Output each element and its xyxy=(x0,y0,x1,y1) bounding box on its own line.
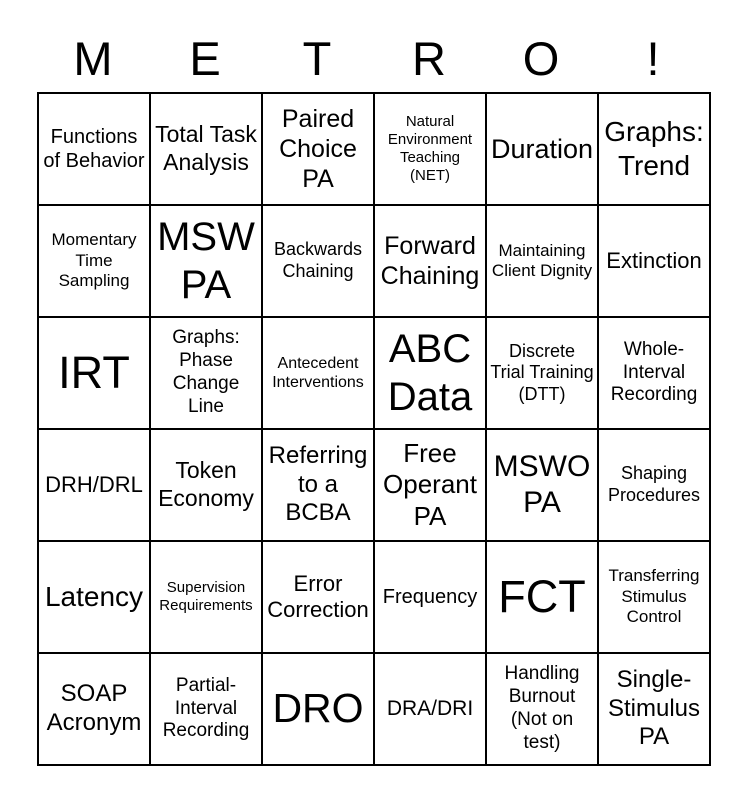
cell-label: Antecedent Interventions xyxy=(272,354,364,391)
bingo-cell-r1c4[interactable]: Natural Environment Teaching (NET) xyxy=(374,93,486,205)
cell-label: Shaping Procedures xyxy=(607,463,701,505)
bingo-cell-r5c5[interactable]: FCT xyxy=(486,541,598,653)
cell-label: IRT xyxy=(58,347,130,398)
bingo-cell-r5c1[interactable]: Latency xyxy=(38,541,150,653)
title-letter-5: O xyxy=(522,32,560,85)
cell-label: Transferring Stimulus Control xyxy=(608,566,700,627)
cell-label: Total Task Analysis xyxy=(155,121,257,175)
bingo-cell-r5c3[interactable]: Error Correction xyxy=(262,541,374,653)
cell-label: Supervision Requirements xyxy=(159,579,253,614)
cell-label: Frequency xyxy=(382,586,478,608)
bingo-cell-r2c4[interactable]: Forward Chaining xyxy=(374,205,486,317)
bingo-cell-r3c6[interactable]: Whole-Interval Recording xyxy=(598,317,710,429)
bingo-cell-r6c1[interactable]: SOAP Acronym xyxy=(38,653,150,765)
bingo-cell-r4c6[interactable]: Shaping Procedures xyxy=(598,429,710,541)
cell-label: SOAP Acronym xyxy=(46,680,142,736)
bingo-cell-r3c2[interactable]: Graphs: Phase Change Line xyxy=(150,317,262,429)
bingo-cell-r2c5[interactable]: Maintaining Client Dignity xyxy=(486,205,598,317)
title-row: M E T R O! xyxy=(37,0,709,92)
cell-label: Single-Stimulus PA xyxy=(607,665,701,751)
cell-label: Maintaining Client Dignity xyxy=(491,240,593,280)
cell-label: DRH/DRL xyxy=(45,471,143,497)
bingo-cell-r6c5[interactable]: Handling Burnout (Not on test) xyxy=(486,653,598,765)
cell-label: Error Correction xyxy=(267,570,369,622)
cell-label: Functions of Behavior xyxy=(43,126,145,172)
cell-label: Latency xyxy=(44,581,144,613)
cell-label: FCT xyxy=(498,571,586,622)
cell-label: Graphs: Trend xyxy=(604,116,704,181)
bingo-cell-r1c3[interactable]: Paired Choice PA xyxy=(262,93,374,205)
cell-label: Free Operant PA xyxy=(383,438,477,531)
bingo-cell-r1c1[interactable]: Functions of Behavior xyxy=(38,93,150,205)
bingo-cell-r4c1[interactable]: DRH/DRL xyxy=(38,429,150,541)
cell-label: Graphs: Phase Change Line xyxy=(172,327,240,417)
cell-label: Paired Choice PA xyxy=(279,105,357,193)
title-letter-1: M xyxy=(73,32,113,85)
cell-label: MSW PA xyxy=(157,215,255,307)
bingo-cell-r2c6[interactable]: Extinction xyxy=(598,205,710,317)
bingo-cell-r2c3[interactable]: Backwards Chaining xyxy=(262,205,374,317)
bingo-card: M E T R O! Functions of Behavior Total Task A… xyxy=(37,0,711,766)
cell-label: Momentary Time Sampling xyxy=(51,230,137,291)
bingo-cell-r3c4[interactable]: ABC Data xyxy=(374,317,486,429)
bingo-board: Functions of Behavior Total Task Analysis… xyxy=(37,92,711,766)
bingo-cell-r1c6[interactable]: Graphs: Trend xyxy=(598,93,710,205)
bingo-cell-r3c1[interactable]: IRT xyxy=(38,317,150,429)
bingo-cell-r4c3[interactable]: Referring to a BCBA xyxy=(262,429,374,541)
title-letter-2: E xyxy=(189,32,221,85)
bingo-cell-r5c2[interactable]: Supervision Requirements xyxy=(150,541,262,653)
bingo-cell-r3c3[interactable]: Antecedent Interventions xyxy=(262,317,374,429)
bingo-cell-r4c4[interactable]: Free Operant PA xyxy=(374,429,486,541)
bingo-cell-r4c5[interactable]: MSWO PA xyxy=(486,429,598,541)
bingo-cell-r2c2[interactable]: MSW PA xyxy=(150,205,262,317)
bingo-cell-r1c5[interactable]: Duration xyxy=(486,93,598,205)
title-letter-6: ! xyxy=(646,32,660,85)
cell-label: Extinction xyxy=(606,247,702,273)
cell-label: Backwards Chaining xyxy=(273,239,363,281)
bingo-cell-r5c4[interactable]: Frequency xyxy=(374,541,486,653)
cell-label: Duration xyxy=(490,133,594,164)
cell-label: Partial-Interval Recording xyxy=(162,674,250,742)
bingo-cell-r6c2[interactable]: Partial-Interval Recording xyxy=(150,653,262,765)
title-letter-3: T xyxy=(302,32,332,85)
cell-label: Whole-Interval Recording xyxy=(610,338,698,406)
bingo-cell-r6c4[interactable]: DRA/DRI xyxy=(374,653,486,765)
bingo-cell-r6c6[interactable]: Single-Stimulus PA xyxy=(598,653,710,765)
cell-label: DRA/DRI xyxy=(386,697,474,721)
bingo-cell-r2c1[interactable]: Momentary Time Sampling xyxy=(38,205,150,317)
bingo-cell-r6c3[interactable]: DRO xyxy=(262,653,374,765)
cell-label: Token Economy xyxy=(158,457,254,511)
bingo-cell-r5c6[interactable]: Transferring Stimulus Control xyxy=(598,541,710,653)
bingo-cell-r3c5[interactable]: Discrete Trial Training (DTT) xyxy=(486,317,598,429)
cell-label: Forward Chaining xyxy=(380,232,480,290)
bingo-cell-r4c2[interactable]: Token Economy xyxy=(150,429,262,541)
cell-label: MSWO PA xyxy=(493,450,591,519)
cell-label: Referring to a BCBA xyxy=(268,441,368,527)
cell-label: Discrete Trial Training (DTT) xyxy=(490,340,594,404)
cell-label: ABC Data xyxy=(387,327,473,419)
cell-label: DRO xyxy=(272,685,364,732)
title-letter-4: R xyxy=(412,32,446,85)
cell-label: Natural Environment Teaching (NET) xyxy=(387,113,473,184)
bingo-cell-r1c2[interactable]: Total Task Analysis xyxy=(150,93,262,205)
cell-label: Handling Burnout (Not on test) xyxy=(504,663,580,753)
